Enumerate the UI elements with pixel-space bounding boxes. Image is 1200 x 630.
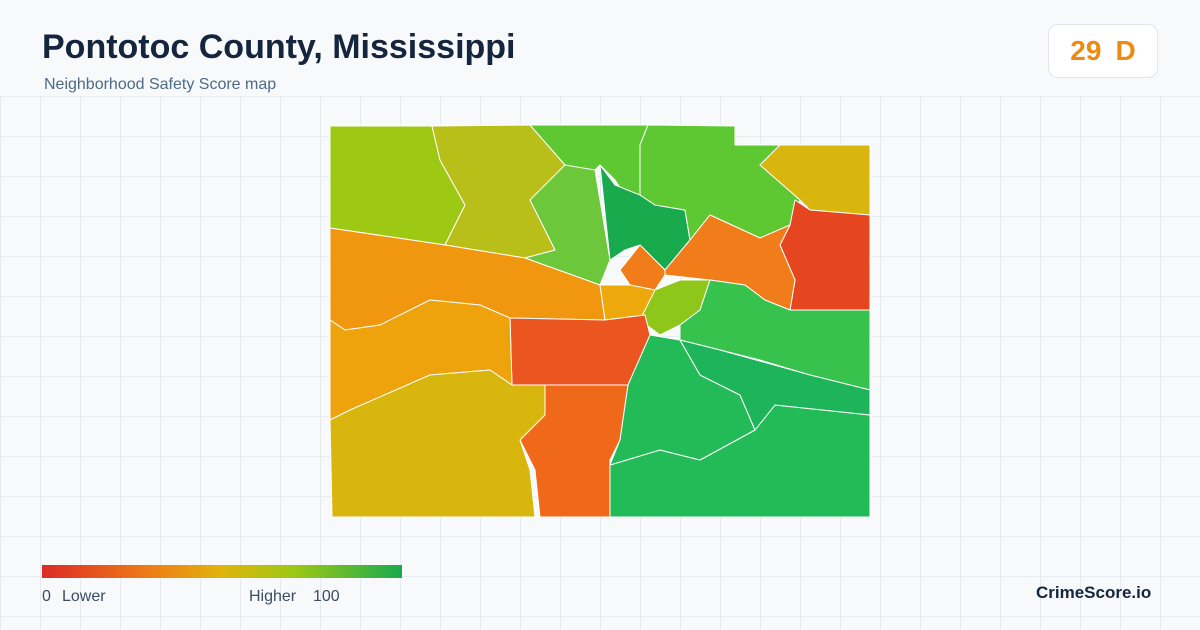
legend-max: 100 (313, 588, 340, 605)
legend-min: 0 (42, 588, 51, 605)
score-value: 29 (1070, 35, 1102, 66)
region (779, 199, 871, 311)
legend-scale (42, 565, 402, 578)
score-grade: D (1115, 35, 1136, 66)
region (509, 314, 651, 386)
score-badge: 29 D (1048, 24, 1158, 78)
legend-max-label: Higher (249, 588, 297, 605)
title: Pontotoc County, Mississippi (42, 28, 516, 66)
legend-min-label: Lower (62, 588, 106, 605)
subtitle: Neighborhood Safety Score map (44, 76, 277, 93)
brand: CrimeScore.io (1036, 583, 1152, 602)
region (679, 339, 871, 431)
header (0, 0, 1200, 96)
